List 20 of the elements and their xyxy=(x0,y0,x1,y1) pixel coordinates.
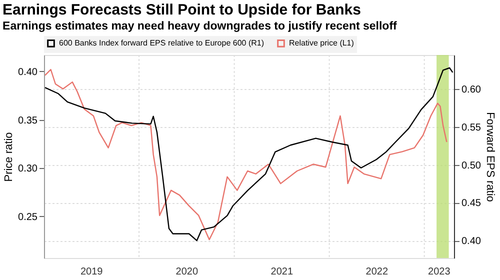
chart-subtitle: Earnings estimates may need heavy downgrades to justify recent selloff xyxy=(2,20,398,32)
x-tick-label: 2021 xyxy=(270,266,294,278)
legend-label: Relative price (L1) xyxy=(289,38,354,48)
x-tick-label: 2023 xyxy=(428,266,451,278)
x-tick-label: 2020 xyxy=(176,266,198,278)
legend-label: 600 Banks Index forward EPS relative to Europe 600 (R1) xyxy=(59,38,264,48)
x-tick-label: 2022 xyxy=(366,266,388,278)
y-tick-label: 0.40 xyxy=(18,66,38,78)
chart-title: Earnings Forecasts Still Point to Upside for Banks xyxy=(2,2,361,18)
x-tick-label: 2019 xyxy=(80,266,104,278)
y-tick-label: 0.30 xyxy=(18,164,38,175)
y2-tick-label: 0.40 xyxy=(462,236,482,248)
y2-tick-label: 0.45 xyxy=(462,198,482,210)
y2-tick-label: 0.55 xyxy=(462,122,482,134)
y2-tick-label: 0.50 xyxy=(462,160,482,172)
y2-axis-title: Forward EPS ratio xyxy=(484,112,496,202)
y-tick-label: 0.25 xyxy=(18,212,38,223)
y2-tick-label: 0.60 xyxy=(462,84,482,96)
y-tick-label: 0.35 xyxy=(18,115,38,126)
y-axis-title: Price ratio xyxy=(3,132,16,182)
